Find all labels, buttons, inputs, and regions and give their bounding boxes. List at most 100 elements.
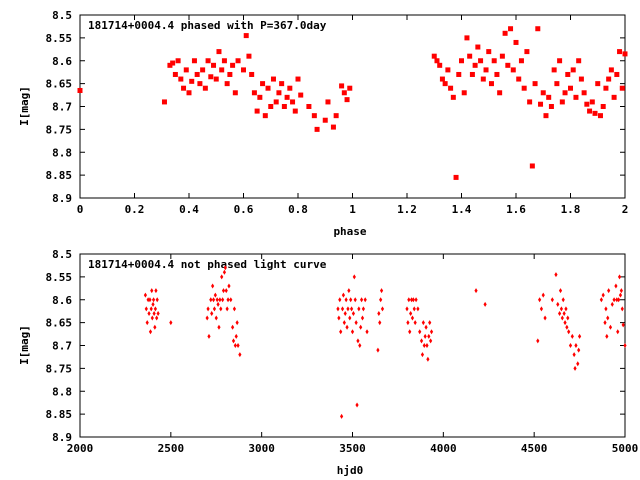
data-point <box>147 310 151 316</box>
data-point <box>338 297 342 303</box>
data-point <box>578 76 584 82</box>
data-point <box>587 108 593 114</box>
x-tick-label: 1.4 <box>452 203 472 216</box>
x-tick-label: 2000 <box>67 442 94 455</box>
phased-light-curve-panel: 181714+0004.4 phased with P=367.0day pha… <box>18 9 628 238</box>
data-point <box>603 85 609 91</box>
data-point <box>445 67 451 73</box>
data-point <box>600 104 606 109</box>
data-point <box>497 90 503 96</box>
data-point <box>292 108 298 114</box>
data-point <box>409 310 413 316</box>
plot-frame <box>79 14 626 199</box>
data-point <box>562 90 568 96</box>
data-point <box>150 288 154 294</box>
data-point <box>197 81 203 87</box>
data-point <box>619 85 625 91</box>
x-tick-label: 0.4 <box>179 203 199 216</box>
data-point <box>209 297 213 303</box>
data-point <box>347 288 351 294</box>
data-point <box>205 315 209 321</box>
data-point <box>622 51 628 57</box>
data-point <box>217 324 221 330</box>
data-point <box>144 306 148 312</box>
x-tick-label: 4000 <box>430 442 457 455</box>
data-point <box>439 76 445 82</box>
data-point <box>227 71 233 77</box>
data-point <box>343 310 347 316</box>
y-tick-label: 8.5 <box>52 248 72 261</box>
data-point <box>425 343 429 348</box>
data-point <box>230 62 236 68</box>
data-point <box>617 274 622 280</box>
data-point <box>377 310 381 316</box>
data-point <box>601 292 605 298</box>
data-point <box>167 62 173 68</box>
data-point <box>175 58 181 64</box>
x-tick-label: 0.8 <box>288 203 308 216</box>
data-point <box>249 71 255 77</box>
data-point <box>469 71 475 77</box>
data-point <box>581 90 587 96</box>
data-point <box>235 58 241 64</box>
data-point <box>145 320 149 326</box>
y-tick-label: 8.55 <box>46 271 73 284</box>
data-point <box>214 315 218 321</box>
data-point <box>212 306 217 312</box>
data-point <box>554 272 558 278</box>
data-point <box>428 320 432 326</box>
data-point <box>348 315 352 321</box>
data-point <box>599 297 603 303</box>
data-point <box>414 297 418 303</box>
data-point <box>189 78 195 84</box>
data-point <box>238 352 242 358</box>
data-point <box>358 343 362 348</box>
data-point <box>576 58 582 64</box>
data-point <box>306 104 312 109</box>
data-point <box>576 361 580 367</box>
data-point <box>540 90 546 96</box>
data-point <box>181 85 187 91</box>
data-point <box>340 306 345 312</box>
data-point <box>557 58 563 64</box>
data-point <box>200 67 206 73</box>
data-point <box>376 347 380 353</box>
y-tick-label: 8.85 <box>46 169 73 182</box>
data-point <box>231 324 235 330</box>
data-point <box>365 329 369 335</box>
x-tick-label: 2500 <box>158 442 185 455</box>
data-point <box>354 320 358 326</box>
data-point <box>330 124 336 130</box>
data-point <box>226 297 230 303</box>
data-point <box>604 306 608 312</box>
data-point <box>483 301 487 307</box>
data-point <box>422 343 426 348</box>
data-point <box>210 310 214 316</box>
data-point <box>363 297 367 303</box>
data-point <box>344 97 350 103</box>
data-point <box>610 301 614 307</box>
data-point <box>437 62 443 68</box>
data-point <box>427 333 431 339</box>
data-point <box>513 39 519 45</box>
data-point <box>208 74 214 80</box>
data-point <box>543 113 549 119</box>
data-point <box>232 90 238 96</box>
data-point <box>510 67 516 73</box>
data-point <box>342 320 346 326</box>
data-point <box>202 85 208 91</box>
data-point <box>233 343 237 348</box>
y-tick-label: 8.8 <box>52 146 72 159</box>
data-point <box>619 288 623 294</box>
data-point <box>606 76 612 82</box>
data-point <box>608 67 614 73</box>
data-point <box>339 329 343 335</box>
data-point <box>499 53 505 59</box>
chart-title-unphased: 181714+0004.4 not phased light curve <box>88 258 327 271</box>
data-point <box>279 81 285 87</box>
x-tick-label: 1.6 <box>506 203 526 216</box>
data-point <box>410 315 415 321</box>
data-point <box>281 104 287 109</box>
data-point <box>413 320 417 326</box>
data-point <box>406 320 410 326</box>
